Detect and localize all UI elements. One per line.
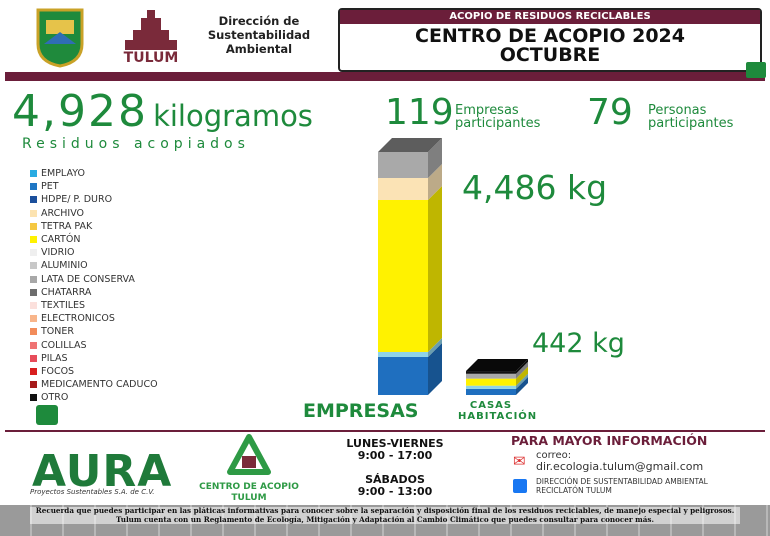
bar-segment [378, 178, 428, 200]
note: Tulum cuenta con un Reglamento de Ecolog… [30, 516, 740, 525]
page: Centro de Acopio html, body { margin: 0;… [0, 0, 770, 536]
notes: Recuerda que puedes participar en las pl… [30, 507, 740, 524]
email-block: correo: dir.ecologia.tulum@gmail.com [536, 450, 703, 472]
bar-total: 4,486 kg [462, 168, 607, 207]
bar-segment [378, 352, 428, 357]
recycle-logo [226, 434, 272, 480]
bar-segment [466, 379, 516, 386]
bar-segment [466, 374, 516, 379]
bar-segment [378, 200, 428, 352]
bar-segment [378, 357, 428, 395]
facebook-icon [513, 479, 527, 493]
bar-segment [378, 152, 428, 178]
mail-icon: ✉ [513, 452, 526, 470]
footer-rule [5, 430, 765, 432]
infographic: { "header": { "org": "Dirección de Suste… [0, 0, 770, 536]
bar-label: EMPRESAS [303, 400, 419, 422]
email: dir.ecologia.tulum@gmail.com [536, 461, 703, 472]
bottom-strip: Recuerda que puedes participar en las pl… [0, 505, 770, 536]
center-logo-text: CENTRO DE ACOPIO TULUM [194, 482, 304, 504]
schedule-hours: 9:00 - 13:00 [320, 486, 470, 498]
aura-caption: Proyectos Sustentables S.A. de C.V. [30, 488, 155, 496]
bars-chart [0, 0, 770, 430]
bar-segment [466, 371, 516, 374]
bar-label: CASAS HABITACIÓN [458, 400, 524, 422]
schedule: LUNES-VIERNES 9:00 - 17:00 SÁBADOS 9:00 … [320, 438, 470, 498]
bar-segment-side [428, 186, 442, 352]
bar-segment [466, 386, 516, 389]
bar-total: 442 kg [532, 328, 625, 359]
facebook-name: DIRECCIÓN DE SUSTENTABILIDAD AMBIENTAL R… [536, 477, 756, 495]
schedule-hours: 9:00 - 17:00 [320, 450, 470, 462]
bar-segment [466, 389, 516, 395]
recycle-temple [242, 456, 256, 468]
info-title: PARA MAYOR INFORMACIÓN [511, 433, 707, 448]
